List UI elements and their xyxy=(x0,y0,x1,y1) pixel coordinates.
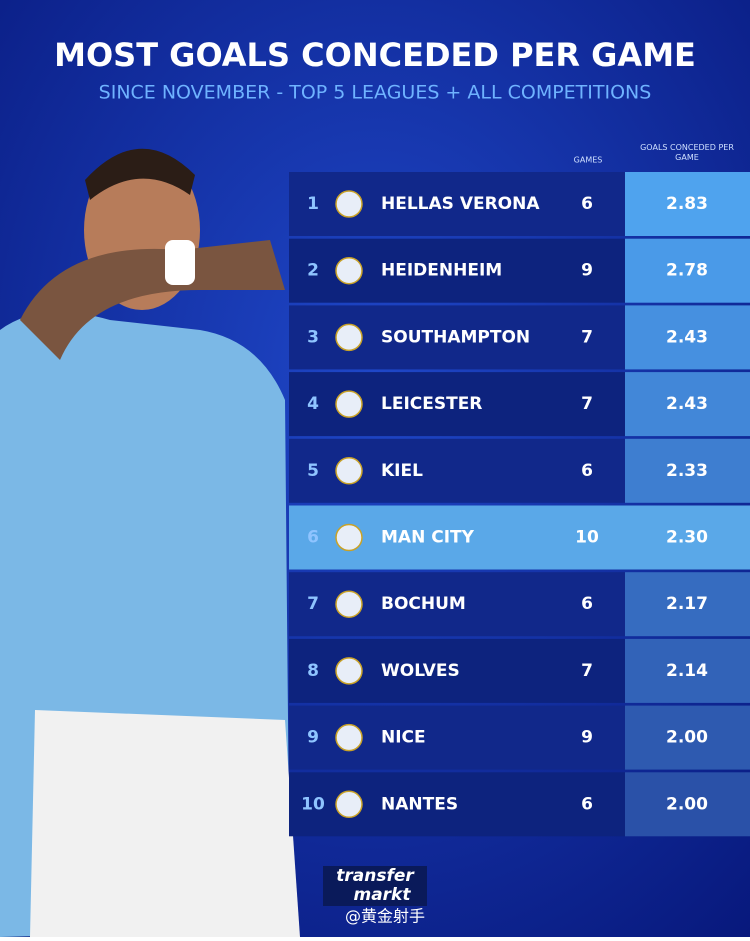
watermark: @黄金射手 xyxy=(345,907,425,926)
rank: 1 xyxy=(307,194,319,214)
rank: 2 xyxy=(307,261,319,281)
rate-cell xyxy=(625,572,750,637)
club-crest xyxy=(335,723,363,752)
goals-per-game: 2.78 xyxy=(666,261,708,281)
rate-cell xyxy=(625,172,750,236)
club-crest xyxy=(335,323,363,352)
rate-cell xyxy=(625,705,750,770)
goals-per-game: 2.14 xyxy=(666,661,708,681)
games: 6 xyxy=(581,194,593,214)
column-header: GAMES xyxy=(574,156,603,165)
rank: 6 xyxy=(307,528,319,548)
rank: 10 xyxy=(301,794,325,814)
goals-per-game: 2.00 xyxy=(666,728,708,748)
rate-cell xyxy=(625,438,750,503)
rate-cell xyxy=(625,638,750,703)
club-name: HELLAS VERONA xyxy=(381,194,540,214)
rank: 5 xyxy=(307,461,319,481)
club-crest xyxy=(335,190,363,218)
games: 7 xyxy=(581,661,593,681)
title: MOST GOALS CONCEDED PER GAME xyxy=(54,36,696,74)
games: 7 xyxy=(581,394,593,414)
club-name: MAN CITY xyxy=(381,528,475,548)
column-header: GOALS CONCEDED PER GAME xyxy=(640,143,734,162)
goals-per-game: 2.17 xyxy=(666,594,708,614)
club-crest xyxy=(335,790,363,819)
rank: 7 xyxy=(307,594,319,614)
games: 7 xyxy=(581,327,593,347)
club-crest xyxy=(335,256,363,285)
games: 9 xyxy=(581,261,593,281)
games: 6 xyxy=(581,794,593,814)
games: 6 xyxy=(581,594,593,614)
club-crest xyxy=(335,457,363,485)
rate-cell xyxy=(625,305,750,370)
club-name: SOUTHAMPTON xyxy=(381,327,530,347)
games: 10 xyxy=(575,528,599,548)
goals-per-game: 2.83 xyxy=(666,194,708,214)
goals-per-game: 2.43 xyxy=(666,327,708,347)
rate-cell xyxy=(625,238,750,303)
column-header-box: GOALS CONCEDED PER GAME xyxy=(640,143,734,162)
club-name: NANTES xyxy=(381,794,458,814)
table: 1 HELLAS VERONA 6 2.83 2 HEIDENHEIM 9 2.78 3 SOUT… xyxy=(289,172,750,837)
club-name: BOCHUM xyxy=(381,594,466,614)
rank: 3 xyxy=(307,327,319,347)
rank: 4 xyxy=(307,394,319,414)
rank: 9 xyxy=(307,728,319,748)
club-name: KIEL xyxy=(381,461,423,481)
club-name: HEIDENHEIM xyxy=(381,261,502,281)
club-crest xyxy=(335,657,363,685)
club-crest xyxy=(335,590,363,618)
club-name: NICE xyxy=(381,728,426,748)
goals-per-game: 2.43 xyxy=(666,394,708,414)
player-photo xyxy=(0,148,300,937)
games: 9 xyxy=(581,728,593,748)
club-name: LEICESTER xyxy=(381,394,482,414)
rate-cell xyxy=(625,772,750,837)
club-crest xyxy=(335,523,363,552)
games: 6 xyxy=(581,461,593,481)
subtitle: SINCE NOVEMBER - TOP 5 LEAGUES + ALL COM… xyxy=(99,82,652,104)
logo-text: markt xyxy=(353,885,411,905)
rate-cell xyxy=(625,505,750,570)
club-name: WOLVES xyxy=(381,661,460,681)
goals-per-game: 2.33 xyxy=(666,461,708,481)
goals-per-game: 2.30 xyxy=(666,528,708,548)
logo-text: transfer xyxy=(336,866,415,886)
logo: transfer markt xyxy=(323,866,427,906)
rate-cell xyxy=(625,372,750,437)
club-crest xyxy=(335,390,363,418)
goals-per-game: 2.00 xyxy=(666,794,708,814)
rank: 8 xyxy=(307,661,319,681)
